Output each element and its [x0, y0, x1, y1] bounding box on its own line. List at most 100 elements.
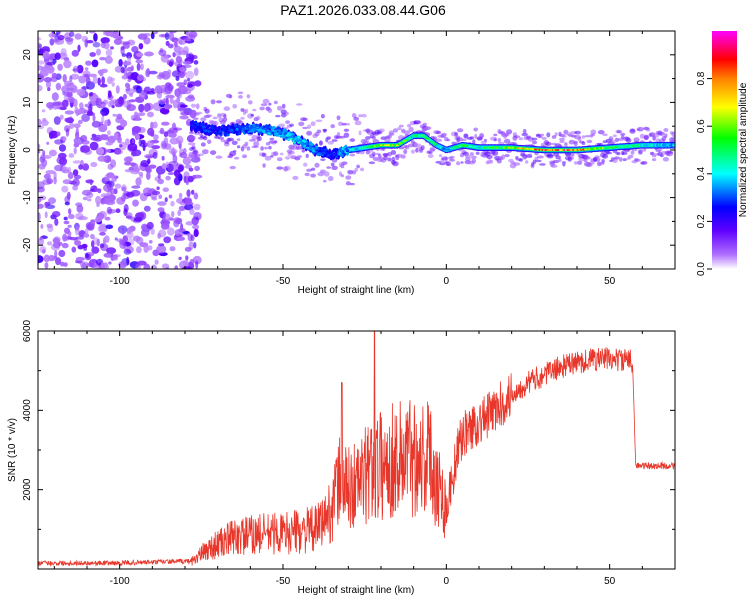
noise-blob [110, 46, 114, 50]
ridge-halo [422, 122, 427, 127]
ridge-halo [581, 141, 586, 145]
noise-blob [123, 248, 132, 255]
noise-blob [136, 62, 141, 71]
noise-blob [91, 240, 95, 248]
ridge-halo [269, 137, 275, 141]
noise-blob [45, 170, 56, 175]
noise-blob [69, 31, 75, 37]
noise-blob [193, 60, 199, 65]
noise-blob [127, 75, 137, 80]
noise-blob [148, 240, 153, 244]
noise-blob [193, 241, 197, 249]
ridge-halo [617, 151, 621, 156]
ridge-halo [346, 123, 350, 126]
ridge-halo [630, 150, 635, 155]
noise-blob [83, 246, 87, 251]
ridge-halo [441, 132, 447, 137]
noise-blob [165, 175, 171, 181]
ridge-halo [326, 166, 332, 169]
ridge-halo [301, 149, 306, 153]
ridge-halo [276, 166, 284, 170]
snr-xlabel: Height of straight line (km) [298, 585, 415, 596]
ridge-halo [273, 151, 279, 157]
ridge-segment [320, 154, 324, 156]
ridge-segment [341, 152, 345, 155]
ridge-segment [213, 132, 217, 134]
noise-blob [53, 171, 57, 180]
noise-blob [107, 118, 111, 127]
noise-blob [105, 224, 114, 230]
noise-blob [122, 93, 127, 100]
ridge-halo [285, 156, 291, 160]
ridge-halo [282, 111, 289, 116]
ridge-halo [429, 148, 436, 152]
noise-blob [123, 204, 129, 213]
ridge-halo [489, 159, 494, 164]
ridge-halo [244, 108, 249, 114]
ridge-halo [602, 153, 609, 159]
ridge-halo [518, 158, 523, 162]
ridge-halo [445, 163, 451, 167]
noise-blob [179, 152, 188, 159]
ridge-halo [294, 157, 301, 161]
ridge-segment [256, 127, 260, 130]
noise-blob [38, 118, 42, 126]
ridge-halo [444, 156, 448, 162]
ridge-halo [203, 136, 208, 141]
ridge-halo [311, 167, 316, 171]
noise-blob [45, 81, 52, 89]
noise-blob [120, 46, 125, 55]
noise-blob [169, 246, 176, 252]
spectrogram-ytick-label: -20 [22, 238, 33, 253]
ridge-halo [320, 158, 326, 161]
ridge-segment [313, 146, 317, 149]
ridge-halo [662, 157, 670, 162]
noise-blob [131, 46, 139, 53]
ridge-halo [464, 154, 471, 158]
ridge-halo [232, 104, 238, 109]
noise-blob [75, 202, 83, 207]
noise-blob [90, 161, 98, 168]
noise-blob [182, 64, 192, 68]
ridge-halo [391, 156, 396, 162]
noise-blob [124, 161, 132, 166]
noise-blob [40, 72, 47, 76]
noise-blob [99, 57, 107, 61]
noise-blob [151, 190, 161, 195]
noise-blob [138, 171, 144, 177]
ridge-halo [340, 163, 345, 169]
ridge-halo [275, 114, 281, 118]
noise-blob [112, 113, 117, 117]
ridge-halo [573, 161, 578, 165]
noise-blob [95, 195, 102, 205]
noise-blob [66, 38, 73, 45]
noise-blob [120, 119, 128, 128]
ridge-segment [317, 150, 321, 153]
noise-blob [195, 260, 199, 269]
ridge-halo [561, 135, 567, 138]
noise-blob [38, 197, 42, 203]
noise-blob [126, 66, 134, 72]
noise-blob [143, 245, 149, 253]
ridge-halo [238, 95, 243, 99]
noise-blob [119, 144, 123, 148]
ridge-halo [304, 172, 310, 177]
snr-ylabel: SNR (10 * v/v) [7, 418, 18, 482]
spectrogram-ytick-label: 0 [22, 147, 33, 153]
ridge-halo [622, 158, 627, 162]
ridge-halo [262, 163, 266, 168]
ridge-halo [343, 132, 350, 138]
noise-blob [73, 142, 80, 148]
noise-blob [143, 205, 151, 212]
ridge-halo [415, 147, 419, 153]
noise-blob [41, 109, 46, 113]
noise-blob [96, 147, 105, 156]
ridge-halo [539, 163, 546, 166]
noise-blob [177, 210, 182, 216]
noise-blob [183, 79, 188, 85]
ridge-halo [268, 102, 272, 106]
noise-blob [56, 131, 61, 137]
noise-blob [131, 150, 137, 157]
ridge-halo [602, 133, 608, 137]
noise-blob [55, 257, 62, 266]
